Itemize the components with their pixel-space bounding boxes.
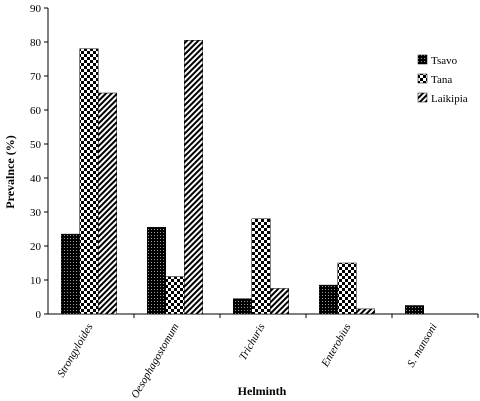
y-tick-label: 80	[30, 37, 42, 49]
y-tick-label: 70	[30, 71, 42, 83]
legend-label-tana: Tana	[431, 74, 452, 86]
y-tick-label: 50	[30, 139, 42, 151]
x-category-label: Enterobius	[319, 322, 354, 370]
bar-tsavo-0	[61, 233, 80, 315]
bar-tsavo-1	[147, 227, 166, 315]
legend-swatch-tsavo	[417, 54, 428, 65]
bar-laikipia-1	[184, 40, 203, 315]
legend-swatch-laikipia	[417, 92, 428, 103]
y-axis: 0 10 20 30 40 50 60 70 80 90	[30, 3, 49, 321]
legend-label-laikipia: Laikipia	[431, 93, 468, 105]
bar-tsavo-4	[405, 305, 424, 315]
y-tick-label: 10	[30, 275, 42, 287]
y-tick-label: 40	[30, 173, 42, 185]
bar-tana-3	[337, 262, 357, 315]
bar-laikipia-3	[356, 308, 375, 315]
x-category-label: S. mansoni	[405, 322, 440, 370]
legend-label-tsavo: Tsavo	[431, 55, 458, 67]
x-category-label: Trichuris	[237, 322, 268, 363]
y-tick-label: 20	[30, 241, 42, 253]
bar-tsavo-3	[319, 284, 338, 315]
x-category-label: Oesophagostomum	[129, 321, 182, 400]
y-tick-label: 60	[30, 105, 42, 117]
x-category-label: Strongyloides	[55, 322, 95, 380]
bars-group	[61, 40, 424, 315]
legend-swatch-tana	[417, 73, 428, 84]
bar-tana-2	[251, 218, 271, 315]
y-tick-label: 30	[30, 207, 42, 219]
y-axis-title: Prevalnce (%)	[3, 135, 17, 208]
y-tick-label: 90	[30, 3, 42, 15]
bar-laikipia-0	[98, 92, 117, 315]
x-axis-title: Helminth	[238, 384, 287, 398]
bar-tana-0	[79, 48, 99, 315]
legend: Tsavo Tana Laikipia	[417, 54, 468, 105]
bar-tana-1	[165, 276, 185, 315]
bar-laikipia-2	[270, 288, 289, 315]
bar-tsavo-2	[233, 298, 252, 315]
y-tick-label: 0	[36, 309, 42, 321]
